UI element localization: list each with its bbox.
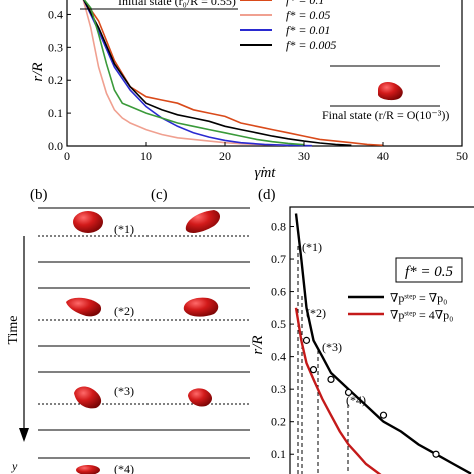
panel-a-legend-label-0: f* = 0.1 bbox=[286, 0, 324, 7]
panel-d-ytick-label: 0.3 bbox=[271, 382, 286, 396]
droplet-c2 bbox=[183, 297, 219, 317]
panel-a-legend-label-2: f* = 0.01 bbox=[286, 23, 330, 37]
panel-a-series-3 bbox=[82, 0, 352, 147]
panel-b-marker-3: (*3) bbox=[114, 384, 134, 398]
panel-d-ytick-label: 0.6 bbox=[271, 285, 286, 299]
panel-d-marker-point-4 bbox=[379, 411, 388, 419]
panel-a: 0 10 20 30 40 50 0.0 0.1 0.2 0.3 0.4 r/R γ̇mt Init… bbox=[30, 0, 468, 181]
panel-a-ytick-label: 0.3 bbox=[48, 40, 63, 54]
panel-a-frame bbox=[66, 0, 463, 147]
panel-d-ytick-label: 0.4 bbox=[271, 350, 286, 364]
panel-d-marker-1: (*1) bbox=[302, 240, 322, 254]
panel-a-legend: f* = 0.1f* = 0.05f* = 0.01f* = 0.005 bbox=[240, 0, 336, 52]
droplet-b4 bbox=[76, 465, 100, 474]
panel-a-series-4 bbox=[83, 0, 305, 146]
panel-d-ylabel: r/R bbox=[250, 335, 266, 354]
droplet-c3 bbox=[188, 388, 212, 407]
final-state-droplet bbox=[378, 82, 403, 101]
panel-a-ytick-label: 0.2 bbox=[48, 73, 63, 87]
panel-a-ytick-label: 0.1 bbox=[48, 106, 63, 120]
panel-b-label: (b) bbox=[30, 187, 48, 203]
panel-d-series bbox=[294, 213, 472, 474]
panel-a-legend-label-3: f* = 0.005 bbox=[286, 38, 336, 52]
droplet-b2 bbox=[66, 297, 102, 317]
panel-d-legend-label-0: ∇pˢᵗᵉᵖ = ∇p₀ bbox=[390, 291, 447, 305]
panel-a-xtick-label: 0 bbox=[64, 149, 70, 163]
time-label: Time bbox=[6, 315, 21, 344]
panel-b-marker-2: (*2) bbox=[114, 304, 134, 318]
panel-d-marker-point-5 bbox=[432, 450, 440, 458]
panel-b-marker-1: (*1) bbox=[114, 222, 134, 236]
panel-a-series bbox=[82, 0, 384, 147]
panel-d: (d) r/R 0.1 0.2 0.3 0.4 0.5 0.6 0.7 0.8 f* = 0.… bbox=[250, 187, 474, 474]
panel-d-marker-3: (*3) bbox=[322, 340, 342, 354]
panel-a-xtick-label: 50 bbox=[456, 149, 468, 163]
panel-b-marker-4: (*4) bbox=[114, 462, 134, 474]
droplet-b3 bbox=[74, 386, 102, 409]
panel-d-marker-point-0 bbox=[302, 336, 311, 344]
panel-d-series-1 bbox=[294, 307, 382, 474]
panel-d-ticks: 0.1 0.2 0.3 0.4 0.5 0.6 0.7 0.8 bbox=[271, 220, 294, 461]
panel-d-fbox-label: f* = 0.5 bbox=[405, 264, 454, 280]
time-arrow-head bbox=[19, 428, 29, 442]
panel-a-xtick-label: 30 bbox=[298, 149, 310, 163]
panel-a-ytick-label: 0.0 bbox=[48, 139, 63, 153]
panel-d-ytick-label: 0.1 bbox=[271, 447, 286, 461]
panel-a-series-1 bbox=[82, 0, 289, 147]
panel-a-ticks: 0 10 20 30 40 50 0.0 0.1 0.2 0.3 0.4 bbox=[48, 7, 468, 163]
panel-d-label: (d) bbox=[258, 187, 276, 203]
panel-d-ytick-label: 0.2 bbox=[271, 415, 286, 429]
panel-a-series-2 bbox=[82, 0, 312, 147]
panel-d-legend-label-1: ∇pˢᵗᵉᵖ = 4∇p₀ bbox=[390, 308, 453, 322]
panel-a-ylabel: r/R bbox=[30, 62, 46, 81]
panel-a-legend-label-1: f* = 0.05 bbox=[286, 8, 330, 22]
panel-d-fbox bbox=[395, 257, 463, 283]
panel-d-marker-point-2 bbox=[327, 375, 335, 384]
panel-b: (b) (*1) (*2) (*3) (*4) Time y bbox=[6, 187, 147, 474]
droplet-b1 bbox=[73, 211, 103, 233]
panel-d-ytick-label: 0.5 bbox=[271, 317, 286, 331]
panel-d-ytick-label: 0.8 bbox=[271, 220, 286, 234]
panel-d-marker-2: (*2) bbox=[306, 306, 326, 320]
panel-a-xlabel: γ̇mt bbox=[255, 165, 277, 181]
panel-d-marker-4: (*4) bbox=[346, 393, 366, 407]
droplet-c1 bbox=[185, 210, 220, 233]
panel-a-xtick-label: 10 bbox=[140, 149, 152, 163]
final-state-label: Final state (r/R = O(10⁻³)) bbox=[322, 108, 449, 122]
panel-d-marker-point-1 bbox=[309, 366, 318, 374]
panel-d-legend: ∇pˢᵗᵉᵖ = ∇p₀ ∇pˢᵗᵉᵖ = 4∇p₀ bbox=[348, 291, 453, 322]
panel-a-ytick-label: 0.4 bbox=[48, 7, 63, 21]
panel-a-series-0 bbox=[83, 0, 384, 147]
panel-d-marker-point-3 bbox=[344, 388, 353, 397]
y-axis-label: y bbox=[11, 459, 18, 473]
panel-d-frame bbox=[289, 206, 474, 474]
initial-state-label: Initial state (r₀/R = 0.55) bbox=[118, 0, 236, 8]
panel-a-xtick-label: 20 bbox=[219, 149, 231, 163]
panel-c: (c) bbox=[147, 187, 250, 459]
panel-c-label: (c) bbox=[151, 187, 168, 203]
panel-d-ytick-label: 0.7 bbox=[271, 252, 286, 266]
panel-a-xtick-label: 40 bbox=[377, 149, 389, 163]
